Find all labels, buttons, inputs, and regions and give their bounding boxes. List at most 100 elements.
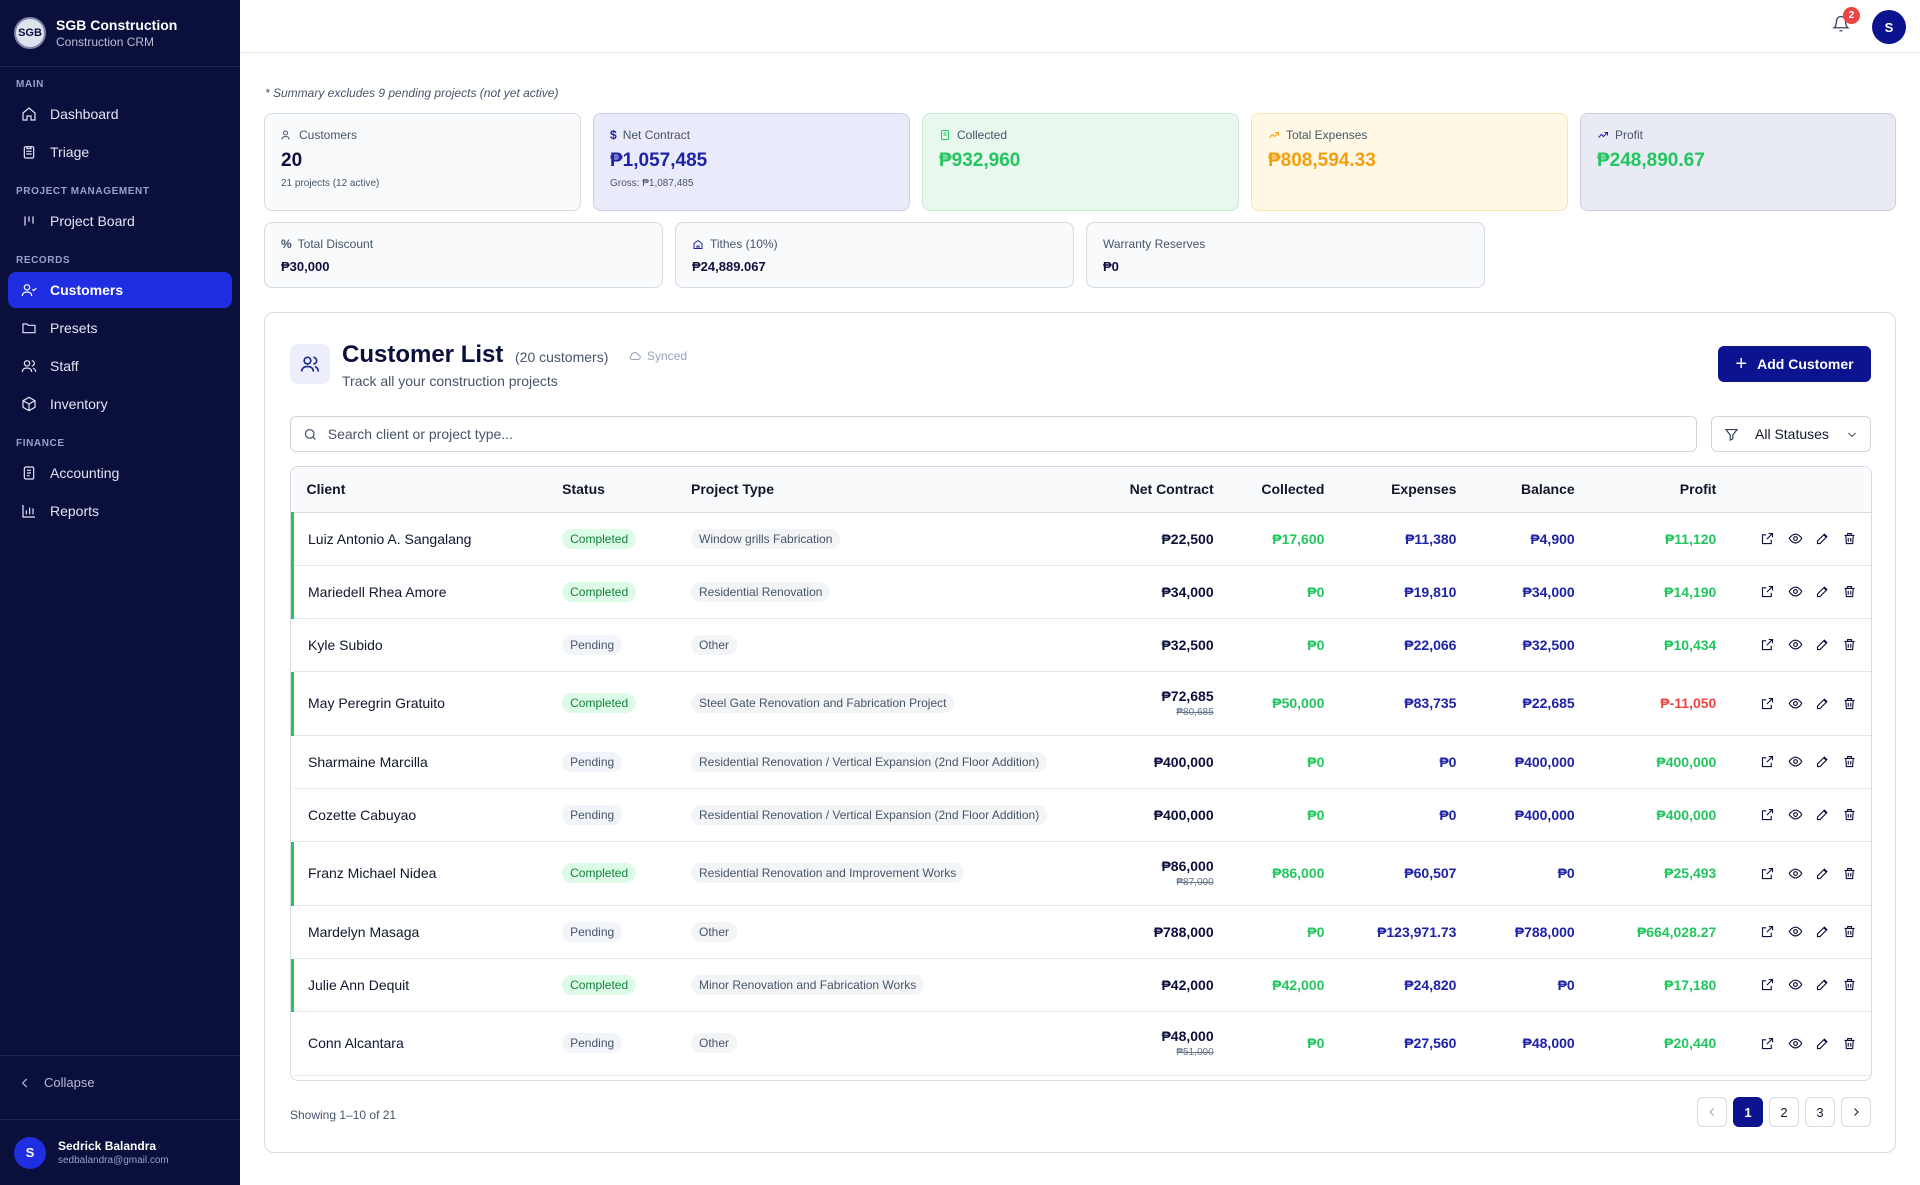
next-page-button[interactable] xyxy=(1841,1097,1871,1127)
trash-icon[interactable] xyxy=(1842,806,1857,824)
client-name: Cozette Cabuyao xyxy=(308,806,417,823)
receipt-icon xyxy=(941,130,949,140)
sidebar-item-staff[interactable]: Staff xyxy=(8,348,232,384)
balance-cell: ₱22,685 xyxy=(1522,695,1575,711)
eye-icon[interactable] xyxy=(1788,636,1803,654)
table-row[interactable]: Luiz Antonio A. Sangalang Completed Window… xyxy=(291,512,1871,566)
sidebar-item-inventory[interactable]: Inventory xyxy=(8,386,232,422)
card-label: Customers xyxy=(299,128,358,142)
trash-icon[interactable] xyxy=(1842,976,1857,994)
table-row[interactable]: Mariedell Rhea Amore Completed Residential… xyxy=(291,565,1871,619)
table-row[interactable]: Sharmaine Marcilla Pending Residential Ren… xyxy=(292,735,1871,789)
trash-icon[interactable] xyxy=(1842,583,1857,601)
open-external-icon[interactable] xyxy=(1760,1034,1775,1052)
user-profile[interactable]: S Sedrick Balandra sedbalandra@gmail.com xyxy=(0,1119,240,1185)
top-avatar[interactable]: S xyxy=(1872,10,1906,44)
trash-icon[interactable] xyxy=(1842,864,1857,882)
sidebar-item-reports[interactable]: Reports xyxy=(8,493,232,529)
row-actions xyxy=(1744,694,1857,712)
eye-icon[interactable] xyxy=(1788,976,1803,994)
client-name: Sharmaine Marcilla xyxy=(308,753,428,770)
open-external-icon[interactable] xyxy=(1760,583,1775,601)
column-header[interactable]: Net Contract xyxy=(1076,467,1228,513)
column-header[interactable]: Project Type xyxy=(677,467,1077,513)
pencil-icon[interactable] xyxy=(1815,806,1830,824)
sidebar-item-accounting[interactable]: Accounting xyxy=(8,455,232,491)
open-external-icon[interactable] xyxy=(1760,864,1775,882)
sidebar-item-presets[interactable]: Presets xyxy=(8,310,232,346)
status-filter-select[interactable]: All Statuses xyxy=(1711,416,1871,452)
open-external-icon[interactable] xyxy=(1760,636,1775,654)
table-row[interactable]: May Peregrin Gratuito Completed Steel Gate… xyxy=(291,671,1871,736)
open-external-icon[interactable] xyxy=(1760,530,1775,548)
pencil-icon[interactable] xyxy=(1815,636,1830,654)
eye-icon[interactable] xyxy=(1788,864,1803,882)
collapse-sidebar-button[interactable]: Collapse xyxy=(0,1055,240,1109)
eye-icon[interactable] xyxy=(1788,806,1803,824)
page-button[interactable]: 3 xyxy=(1805,1097,1835,1127)
open-external-icon[interactable] xyxy=(1760,976,1775,994)
sidebar-item-project-board[interactable]: Project Board xyxy=(8,203,232,239)
table-row[interactable]: Franz Michael Nidea Completed Residential … xyxy=(291,841,1871,906)
eye-icon[interactable] xyxy=(1788,694,1803,712)
pencil-icon[interactable] xyxy=(1815,530,1830,548)
column-header[interactable]: Expenses xyxy=(1338,467,1471,513)
table-row[interactable]: Julie Ann Dequit Completed Minor Renovatio… xyxy=(291,958,1871,1012)
collected-cell: ₱42,000 xyxy=(1272,976,1325,993)
trash-icon[interactable] xyxy=(1842,1034,1857,1052)
prev-page-button[interactable] xyxy=(1697,1097,1727,1127)
pencil-icon[interactable] xyxy=(1815,864,1830,882)
search-field[interactable] xyxy=(290,416,1697,452)
trash-icon[interactable] xyxy=(1842,753,1857,771)
brand[interactable]: SGB SGB Construction Construction CRM xyxy=(0,0,240,67)
open-external-icon[interactable] xyxy=(1760,753,1775,771)
bar-chart-icon xyxy=(20,502,38,520)
status-badge: Completed xyxy=(562,863,637,883)
eye-icon[interactable] xyxy=(1788,583,1803,601)
net-contract-cell: ₱400,000 xyxy=(1153,806,1214,823)
page-button[interactable]: 2 xyxy=(1769,1097,1799,1127)
add-customer-button[interactable]: + Add Customer xyxy=(1718,346,1871,382)
table-row[interactable]: Cozette Cabuyao Pending Residential Renova… xyxy=(292,788,1871,842)
notifications-button[interactable]: 2 xyxy=(1832,7,1860,37)
open-external-icon[interactable] xyxy=(1760,923,1775,941)
eye-icon[interactable] xyxy=(1788,753,1803,771)
sidebar-item-triage[interactable]: Triage xyxy=(8,134,232,170)
column-header[interactable]: Balance xyxy=(1470,467,1589,513)
topbar: 2 S xyxy=(240,0,1920,53)
open-external-icon[interactable] xyxy=(1760,694,1775,712)
sidebar-item-dashboard[interactable]: Dashboard xyxy=(8,96,232,132)
column-header[interactable]: Profit xyxy=(1588,467,1731,513)
trash-icon[interactable] xyxy=(1842,694,1857,712)
pencil-icon[interactable] xyxy=(1815,694,1830,712)
eye-icon[interactable] xyxy=(1788,530,1803,548)
pencil-icon[interactable] xyxy=(1815,923,1830,941)
pencil-icon[interactable] xyxy=(1815,1034,1830,1052)
notification-badge: 2 xyxy=(1843,7,1860,24)
open-external-icon[interactable] xyxy=(1760,806,1775,824)
search-input[interactable] xyxy=(327,426,1684,442)
column-header[interactable]: Collected xyxy=(1227,467,1339,513)
row-actions xyxy=(1744,864,1857,882)
pencil-icon[interactable] xyxy=(1815,976,1830,994)
column-header[interactable]: Status xyxy=(548,467,677,513)
net-contract-value: ₱1,057,485 xyxy=(610,150,708,171)
status-badge: Pending xyxy=(562,751,623,772)
eye-icon[interactable] xyxy=(1788,1034,1803,1052)
column-header[interactable]: Client xyxy=(292,467,549,513)
chevron-right-icon xyxy=(1854,1108,1859,1116)
trash-icon[interactable] xyxy=(1842,923,1857,941)
eye-icon[interactable] xyxy=(1788,923,1803,941)
trash-icon[interactable] xyxy=(1842,636,1857,654)
net-contract-cell: ₱48,000 xyxy=(1161,1028,1214,1044)
page-button[interactable]: 1 xyxy=(1733,1097,1763,1127)
folder-icon xyxy=(20,319,38,337)
trash-icon[interactable] xyxy=(1842,530,1857,548)
pencil-icon[interactable] xyxy=(1815,753,1830,771)
pencil-icon[interactable] xyxy=(1815,583,1830,601)
table-row[interactable]: Mardelyn Masaga Pending Other ₱788,000 ₱0 ₱12… xyxy=(292,905,1871,959)
table-row[interactable]: Kyle Subido Pending Other ₱32,500 ₱0 ₱22,066 ₱… xyxy=(292,618,1871,672)
sidebar-item-customers[interactable]: Customers xyxy=(8,272,232,308)
church-icon xyxy=(693,239,703,249)
table-row[interactable]: Conn Alcantara Pending Other ₱48,000 ₱51,000… xyxy=(292,1011,1871,1076)
